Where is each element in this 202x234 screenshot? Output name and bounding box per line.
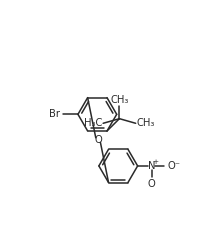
Text: O⁻: O⁻ <box>167 161 180 171</box>
Text: CH₃: CH₃ <box>110 95 129 105</box>
Text: CH₃: CH₃ <box>137 118 155 128</box>
Text: N: N <box>148 161 155 171</box>
Text: +: + <box>152 159 159 165</box>
Text: O: O <box>94 135 102 145</box>
Text: Br: Br <box>49 109 60 119</box>
Text: O: O <box>148 179 156 189</box>
Text: H₃C: H₃C <box>84 118 102 128</box>
